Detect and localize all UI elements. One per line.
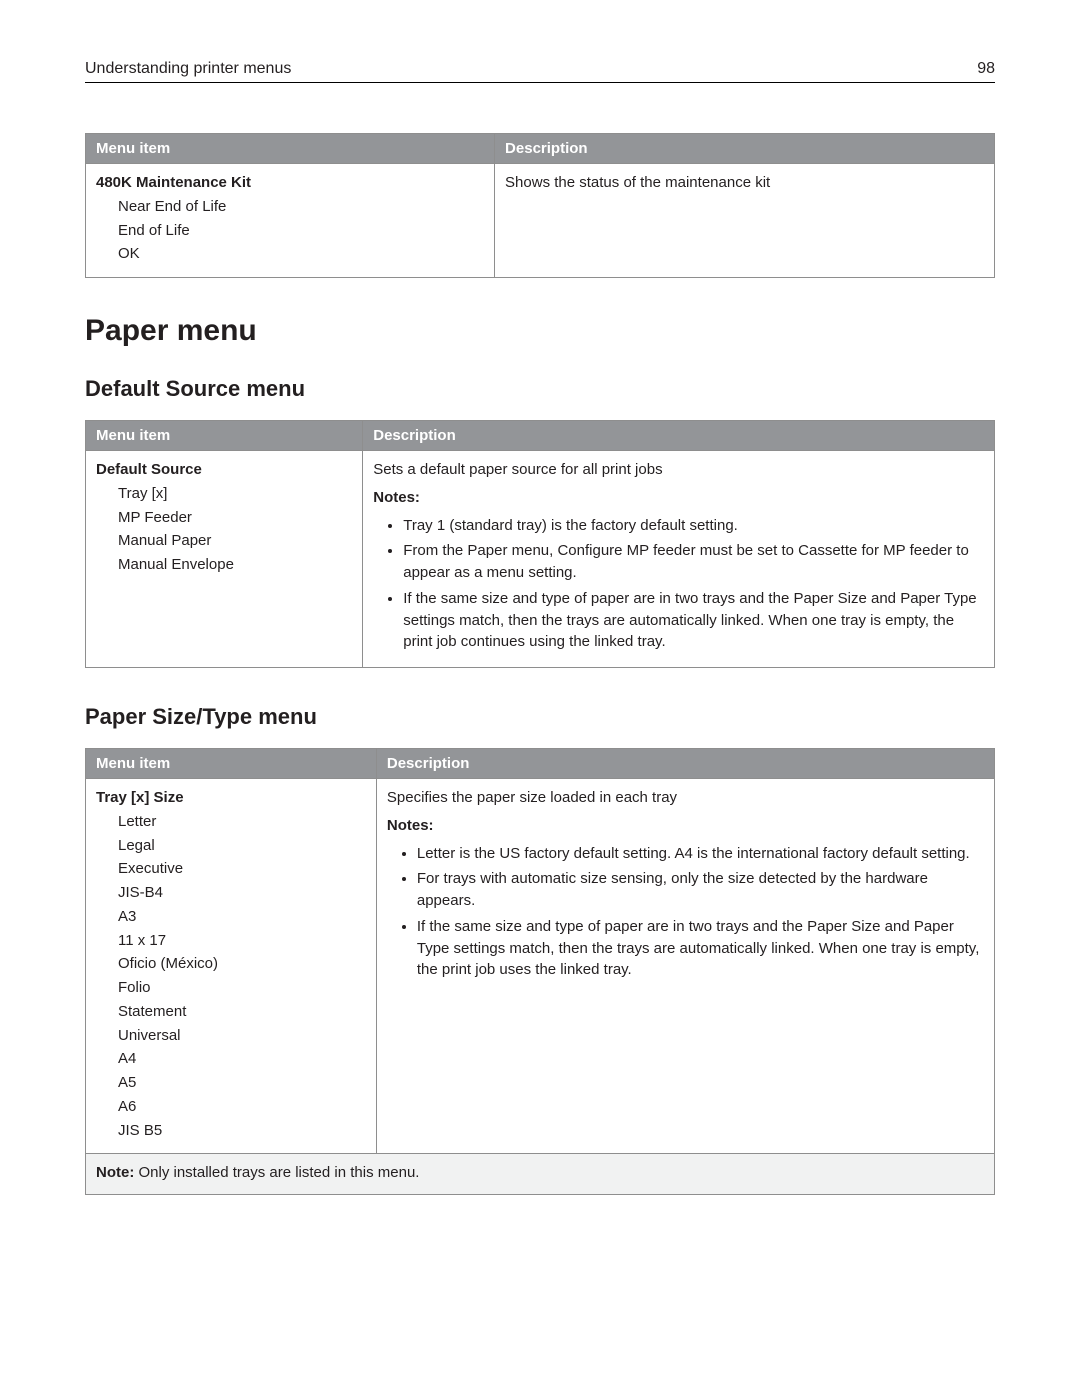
- list-item: A3: [118, 906, 366, 928]
- col-description: Description: [495, 134, 995, 164]
- menu-item-title: 480K Maintenance Kit: [96, 172, 484, 194]
- table-footnote-row: Note: Only installed trays are listed in…: [86, 1154, 995, 1195]
- list-item: If the same size and type of paper are i…: [403, 588, 984, 653]
- list-item: Universal: [118, 1025, 366, 1047]
- document-page: Understanding printer menus 98 Menu item…: [0, 0, 1080, 1397]
- list-item: For trays with automatic size sensing, o…: [417, 868, 984, 912]
- list-item: A4: [118, 1048, 366, 1070]
- col-menu-item: Menu item: [86, 749, 377, 779]
- header-page-number: 98: [977, 60, 995, 78]
- menu-item-title: Tray [x] Size: [96, 787, 366, 809]
- list-item: JIS-B4: [118, 882, 366, 904]
- running-header: Understanding printer menus 98: [85, 60, 995, 83]
- list-item: JIS B5: [118, 1120, 366, 1142]
- notes-list: Letter is the US factory default setting…: [387, 843, 984, 982]
- col-description: Description: [363, 421, 995, 451]
- table-row: Tray [x] Size LetterLegalExecutiveJIS-B4…: [86, 779, 995, 1154]
- list-item: Tray [x]: [118, 483, 352, 505]
- default-source-table: Menu item Description Default Source Tra…: [85, 420, 995, 668]
- maintenance-kit-table: Menu item Description 480K Maintenance K…: [85, 133, 995, 278]
- list-item: A5: [118, 1072, 366, 1094]
- list-item: Executive: [118, 858, 366, 880]
- list-item: Tray 1 (standard tray) is the factory de…: [403, 515, 984, 537]
- menu-item-title: Default Source: [96, 459, 352, 481]
- notes-label: Notes:: [387, 815, 984, 837]
- list-item: Oficio (México): [118, 953, 366, 975]
- list-item: End of Life: [118, 220, 484, 242]
- col-menu-item: Menu item: [86, 134, 495, 164]
- list-item: A6: [118, 1096, 366, 1118]
- table-row: 480K Maintenance Kit Near End of LifeEnd…: [86, 164, 995, 278]
- menu-item-values: Tray [x]MP FeederManual PaperManual Enve…: [118, 483, 352, 576]
- col-description: Description: [376, 749, 994, 779]
- menu-item-values: Near End of LifeEnd of LifeOK: [118, 196, 484, 265]
- list-item: Folio: [118, 977, 366, 999]
- list-item: 11 x 17: [118, 930, 366, 952]
- menu-item-description: Shows the status of the maintenance kit: [495, 164, 995, 278]
- list-item: MP Feeder: [118, 507, 352, 529]
- section-heading: Paper menu: [85, 314, 995, 348]
- description-intro: Specifies the paper size loaded in each …: [387, 787, 984, 809]
- subsection-heading: Default Source menu: [85, 376, 995, 402]
- list-item: Near End of Life: [118, 196, 484, 218]
- notes-list: Tray 1 (standard tray) is the factory de…: [373, 515, 984, 654]
- list-item: Manual Paper: [118, 530, 352, 552]
- list-item: Legal: [118, 835, 366, 857]
- col-menu-item: Menu item: [86, 421, 363, 451]
- list-item: If the same size and type of paper are i…: [417, 916, 984, 981]
- list-item: From the Paper menu, Configure MP feeder…: [403, 540, 984, 584]
- description-intro: Sets a default paper source for all prin…: [373, 459, 984, 481]
- list-item: Manual Envelope: [118, 554, 352, 576]
- list-item: Statement: [118, 1001, 366, 1023]
- footnote-bold: Note:: [96, 1164, 134, 1181]
- list-item: Letter: [118, 811, 366, 833]
- footnote-text: Only installed trays are listed in this …: [134, 1164, 419, 1181]
- paper-size-type-table: Menu item Description Tray [x] Size Lett…: [85, 748, 995, 1195]
- header-title: Understanding printer menus: [85, 60, 291, 78]
- list-item: OK: [118, 243, 484, 265]
- menu-item-values: LetterLegalExecutiveJIS-B4A311 x 17Ofici…: [118, 811, 366, 1142]
- list-item: Letter is the US factory default setting…: [417, 843, 984, 865]
- table-row: Default Source Tray [x]MP FeederManual P…: [86, 451, 995, 668]
- subsection-heading: Paper Size/Type menu: [85, 704, 995, 730]
- notes-label: Notes:: [373, 487, 984, 509]
